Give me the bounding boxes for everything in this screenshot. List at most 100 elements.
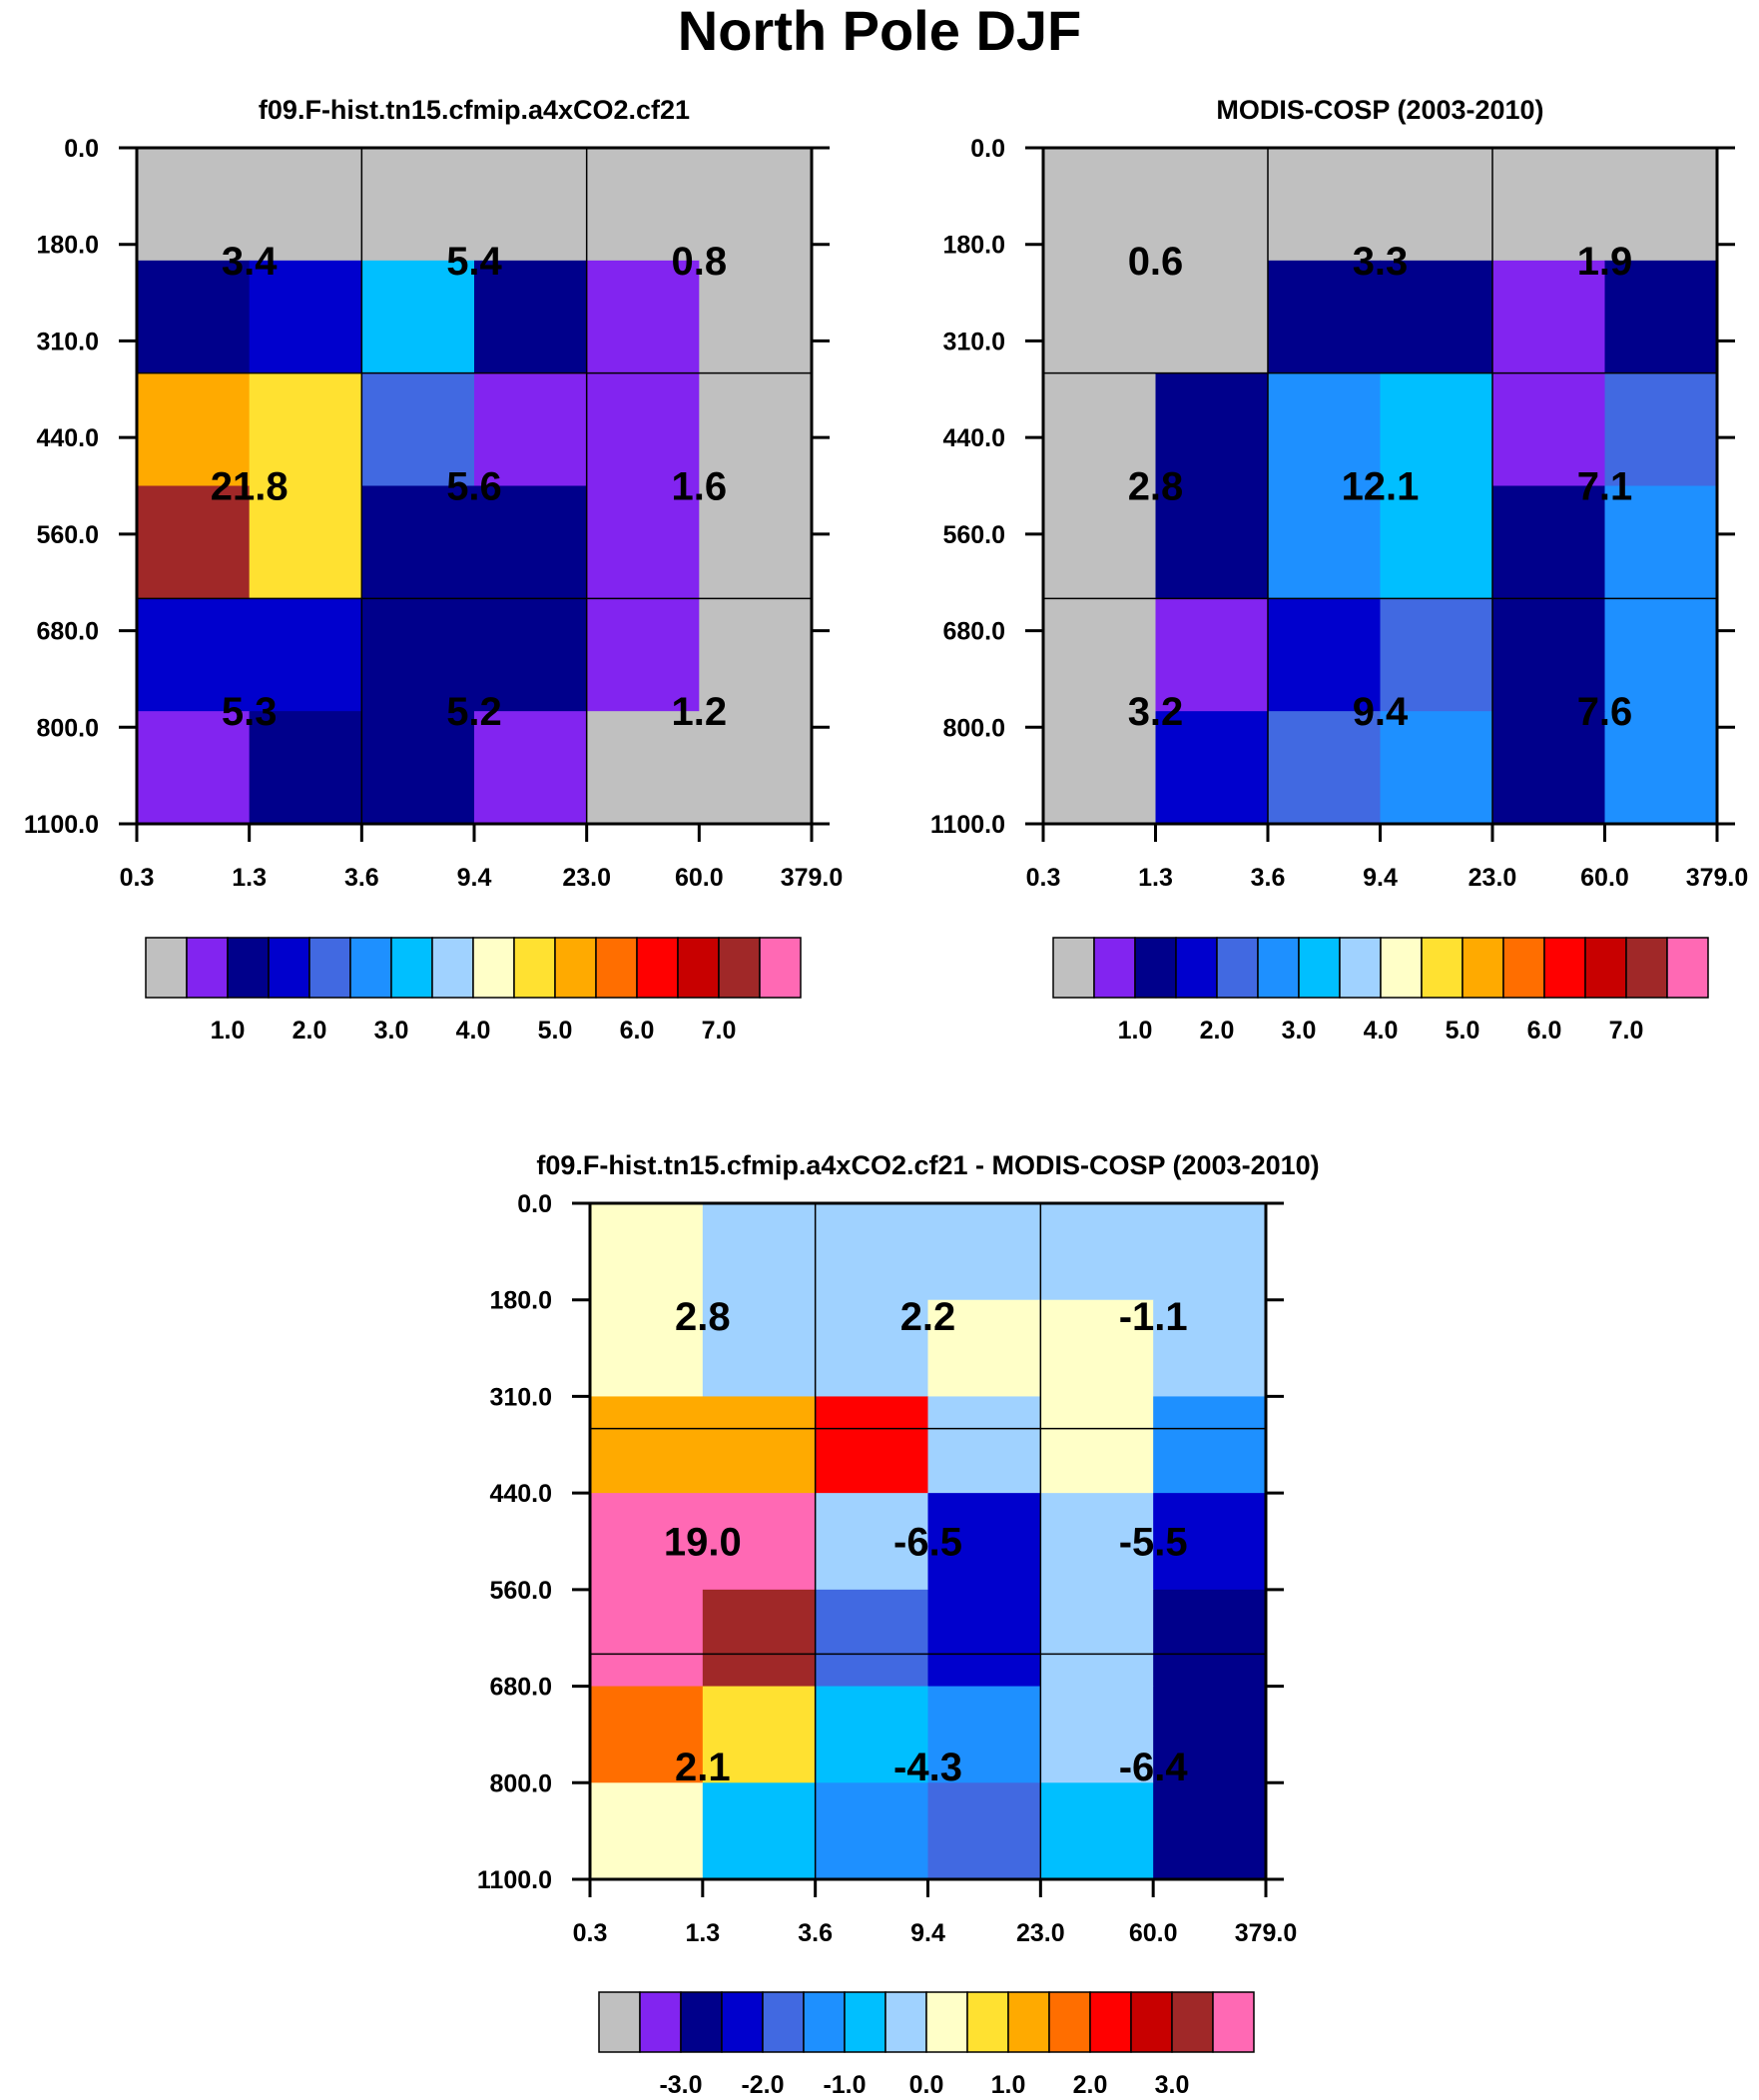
heatmap-cell [927, 1396, 1041, 1494]
heatmap-cell [702, 1493, 817, 1591]
y-tick-label: 180.0 [36, 232, 99, 260]
heatmap-cell [474, 260, 588, 374]
colorbar-label: -3.0 [659, 2071, 702, 2099]
heatmap-cell [1040, 1589, 1154, 1688]
cell-value-label: 1.9 [1577, 240, 1633, 284]
colorbar-swatch [431, 937, 474, 999]
y-tick-label: 0.0 [970, 135, 1005, 163]
colorbar-swatch [1462, 937, 1504, 999]
y-tick-label: 800.0 [942, 714, 1005, 742]
heatmap-cell [249, 260, 362, 374]
heatmap-cell [1043, 260, 1157, 374]
heatmap-cell [702, 1686, 817, 1783]
colorbar-label: 5.0 [538, 1017, 573, 1045]
heatmap-cell [927, 1203, 1041, 1301]
heatmap-cell [1268, 372, 1382, 487]
colorbar-swatch [759, 937, 802, 999]
colorbar: 1.0 2.0 3.0 4.0 5.0 6.0 7.0 [1052, 937, 1709, 1045]
cell-value-label: 2.8 [675, 1295, 731, 1339]
heatmap-cell [1492, 260, 1606, 374]
heatmap-cell [1492, 148, 1606, 262]
cell-value-label: 5.2 [446, 690, 502, 734]
x-tick-label: 1.3 [685, 1919, 720, 1947]
heatmap-cell [137, 260, 251, 374]
heatmap-cell [590, 1396, 704, 1494]
x-tick-label: 23.0 [562, 864, 611, 892]
grid-lines [1043, 148, 1717, 824]
cell-value-label: 0.8 [672, 240, 728, 284]
heatmap-cell [137, 372, 251, 487]
colorbar-swatch [1421, 937, 1464, 999]
colorbar-label: 1.0 [1118, 1017, 1153, 1045]
heatmap-cell [1380, 485, 1493, 599]
heatmap-cell [1040, 1782, 1154, 1880]
x-tick-label: 9.4 [1363, 864, 1398, 892]
x-tick-label: 0.3 [120, 864, 155, 892]
colorbar-swatch [554, 937, 597, 999]
colorbar-swatch [513, 937, 556, 999]
heatmap-cells [1043, 148, 1718, 825]
colorbar-label: 3.0 [1282, 1017, 1317, 1045]
heatmap-cell [1040, 1299, 1154, 1398]
heatmap-cell [1043, 148, 1157, 262]
colorbar-swatch [349, 937, 392, 999]
tick-marks [119, 146, 830, 842]
heatmap-cell [1153, 1299, 1267, 1398]
x-tick-label: 1.3 [1138, 864, 1173, 892]
heatmap-cell [1268, 485, 1382, 599]
colorbar-swatch [762, 1991, 805, 2053]
x-tick-label: 379.0 [1686, 864, 1749, 892]
heatmap-cell [586, 148, 700, 262]
x-tick-label: 379.0 [1235, 1919, 1298, 1947]
heatmap-cell [702, 1203, 817, 1301]
heatmap-cell [474, 598, 588, 712]
heatmap-cell [702, 1299, 817, 1398]
heatmap-cell [1153, 1782, 1267, 1880]
panel-title: MODIS-COSP (2003-2010) [1216, 95, 1543, 125]
colorbar-label: 3.0 [1155, 2071, 1190, 2099]
colorbar-swatch [1339, 937, 1382, 999]
heatmap-cell [1604, 711, 1718, 825]
heatmap-cell [1492, 372, 1606, 487]
y-tick-label: 440.0 [489, 1480, 552, 1508]
heatmap-cell [1040, 1493, 1154, 1591]
heatmap-cell [586, 372, 700, 487]
colorbar-swatch [1216, 937, 1259, 999]
heatmap-cell [249, 711, 362, 825]
y-tick-label: 0.0 [517, 1190, 552, 1218]
heatmap-cell [1268, 260, 1382, 374]
colorbar-swatch [1543, 937, 1586, 999]
heatmap-cell [474, 711, 588, 825]
heatmap-cell [815, 1299, 929, 1398]
panel-title: f09.F-hist.tn15.cfmip.a4xCO2.cf21 - MODI… [536, 1150, 1319, 1180]
colorbar-swatch [1298, 937, 1341, 999]
heatmap-cell [361, 260, 475, 374]
x-tick-label: 0.3 [1026, 864, 1061, 892]
heatmap-cell [1043, 485, 1157, 599]
main-title: North Pole DJF [677, 0, 1082, 62]
cell-value-label: 3.4 [222, 240, 278, 284]
colorbar-label: 4.0 [456, 1017, 491, 1045]
colorbar-swatch [721, 1991, 764, 2053]
heatmap-cell [1043, 711, 1157, 825]
heatmap-cell [1153, 1493, 1267, 1591]
colorbar-swatch [1093, 937, 1136, 999]
heatmap-cell [1604, 485, 1718, 599]
colorbar-label: -1.0 [823, 2071, 866, 2099]
cell-value-label: 2.8 [1128, 465, 1184, 509]
cell-value-label: 12.1 [1342, 465, 1420, 509]
y-tick-label: 440.0 [942, 424, 1005, 452]
heatmap-cell [1040, 1203, 1154, 1301]
heatmap-cell [1155, 485, 1269, 599]
y-tick-label: 680.0 [36, 618, 99, 646]
colorbar-swatch [1212, 1991, 1255, 2053]
colorbar-swatch [636, 937, 679, 999]
grid-lines [137, 148, 812, 824]
colorbar-swatch [1502, 937, 1545, 999]
colorbar-swatch [227, 937, 270, 999]
colorbar-swatch [1380, 937, 1423, 999]
cell-value-label: -5.5 [1119, 1521, 1188, 1565]
colorbar-label: 2.0 [293, 1017, 327, 1045]
heatmap-cell [1153, 1203, 1267, 1301]
heatmap-cell [361, 711, 475, 825]
